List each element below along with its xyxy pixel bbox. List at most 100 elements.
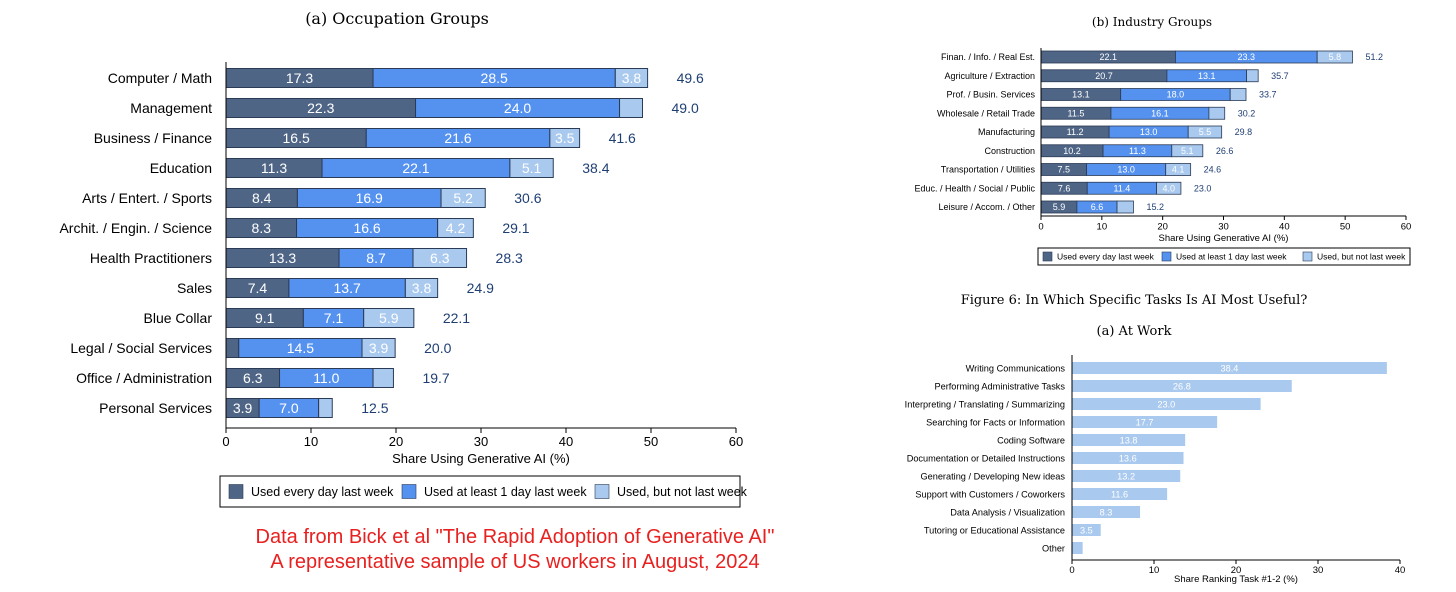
bar-segment-not-last-week	[1187, 125, 1223, 139]
segment-value-label: 8.4	[252, 190, 272, 206]
category-label: Computer / Math	[108, 70, 212, 86]
chart-title: (a) At Work	[1097, 324, 1172, 339]
segment-value-label: 17.3	[286, 70, 313, 86]
total-value-label: 20.0	[424, 340, 451, 356]
x-tick-label: 40	[1279, 222, 1290, 233]
x-tick-label: 50	[644, 434, 658, 449]
category-label: Performing Administrative Tasks	[934, 381, 1065, 391]
bar-segment-not-last-week	[412, 248, 468, 268]
category-label: Tutoring or Educational Assistance	[924, 525, 1065, 535]
total-value-label: 49.6	[677, 70, 704, 86]
legend-label: Used, but not last week	[617, 485, 748, 499]
total-value-label: 24.6	[1204, 165, 1222, 175]
source-note-line1: Data from Bick et al "The Rapid Adoption…	[255, 526, 775, 548]
segment-value-label: 16.9	[356, 190, 383, 206]
total-value-label: 29.1	[502, 220, 529, 236]
legend-label: Used, but not last week	[1317, 252, 1406, 262]
category-label: Support with Customers / Coworkers	[915, 489, 1065, 499]
category-label: Office / Administration	[76, 370, 212, 386]
total-value-label: 29.8	[1235, 127, 1253, 137]
x-tick-label: 30	[474, 434, 488, 449]
category-label: Generating / Developing New ideas	[920, 471, 1065, 481]
segment-value-label: 7.1	[324, 310, 344, 326]
bar-segment-not-last-week	[363, 308, 415, 328]
segment-value-label: 13.0	[1140, 127, 1158, 137]
category-label: Interpreting / Translating / Summarizing	[905, 399, 1065, 409]
x-tick-label: 20	[389, 434, 403, 449]
x-tick-label: 20	[1157, 222, 1168, 233]
x-tick-label: 10	[1149, 565, 1160, 576]
x-tick-label: 30	[1218, 222, 1229, 233]
segment-value-label: 28.5	[481, 70, 508, 86]
segment-value-label: 16.1	[1151, 108, 1169, 118]
x-axis-label: Share Using Generative AI (%)	[392, 451, 570, 466]
segment-value-label: 3.5	[555, 130, 575, 146]
category-label: Wholesale / Retail Trade	[937, 108, 1035, 118]
segment-value-label: 11.5	[1068, 108, 1085, 118]
total-value-label: 35.7	[1271, 71, 1289, 81]
segment-value-label: 3.8	[412, 280, 432, 296]
bar-segment-not-last-week	[619, 98, 643, 118]
source-note-line2: A representative sample of US workers in…	[270, 551, 760, 573]
bar-segment-not-last-week	[361, 338, 396, 358]
category-label: Sales	[177, 280, 212, 296]
segment-value-label: 16.6	[353, 220, 380, 236]
category-label: Archit. / Engin. / Science	[59, 220, 212, 236]
bar	[1072, 434, 1186, 446]
total-value-label: 22.1	[443, 310, 470, 326]
segment-value-label: 24.0	[504, 100, 531, 116]
x-axis-label: Share Ranking Task #1-2 (%)	[1174, 574, 1298, 585]
bar-segment-not-last-week	[404, 278, 439, 298]
segment-value-label: 6.6	[1091, 202, 1104, 212]
x-tick-label: 0	[222, 434, 229, 449]
segment-value-label: 13.1	[1198, 71, 1216, 81]
bar	[1072, 398, 1261, 410]
total-value-label: 41.6	[609, 130, 636, 146]
bar	[1072, 524, 1101, 536]
bar-segment-not-last-week	[1316, 50, 1353, 64]
figure6-title: Figure 6: In Which Specific Tasks Is AI …	[961, 293, 1308, 308]
bar-value-label: 13.6	[1119, 453, 1137, 463]
segment-value-label: 5.1	[522, 160, 542, 176]
segment-value-label: 7.4	[248, 280, 268, 296]
bar-segment-not-last-week	[549, 128, 581, 148]
category-label: Health Practitioners	[90, 250, 212, 266]
segment-value-label: 8.7	[366, 250, 386, 266]
bar-segment-not-last-week	[509, 158, 554, 178]
segment-value-label: 9.1	[255, 310, 275, 326]
x-tick-label: 20	[1231, 565, 1242, 576]
bar-value-label: 23.0	[1157, 399, 1175, 409]
segment-value-label: 5.1	[1181, 146, 1194, 156]
total-value-label: 49.0	[672, 100, 699, 116]
segment-value-label: 13.0	[1117, 165, 1135, 175]
segment-value-label: 4.0	[1162, 183, 1175, 193]
segment-value-label: 18.0	[1167, 90, 1185, 100]
legend-label: Used at least 1 day last week	[1176, 252, 1287, 262]
total-value-label: 33.7	[1259, 90, 1277, 100]
bar	[1072, 452, 1184, 464]
x-axis-label: Share Using Generative AI (%)	[1159, 233, 1289, 244]
total-value-label: 15.2	[1146, 202, 1164, 212]
total-value-label: 28.3	[496, 250, 523, 266]
bar-value-label: 17.7	[1136, 417, 1154, 427]
category-label: Education	[150, 160, 212, 176]
segment-value-label: 5.2	[453, 190, 473, 206]
total-value-label: 26.6	[1216, 146, 1234, 156]
bar	[1072, 488, 1168, 500]
segment-value-label: 13.3	[269, 250, 296, 266]
x-tick-label: 10	[304, 434, 318, 449]
bar-value-label: 38.4	[1220, 363, 1238, 373]
segment-value-label: 5.8	[1329, 52, 1342, 62]
legend-swatch-daily	[228, 484, 244, 499]
category-label: Finan. / Info. / Real Est.	[941, 52, 1035, 62]
segment-value-label: 21.6	[444, 130, 471, 146]
bar-segment-not-last-week	[437, 218, 474, 238]
x-tick-label: 50	[1340, 222, 1351, 233]
x-tick-label: 60	[729, 434, 743, 449]
bar-segment-not-last-week	[1116, 200, 1134, 214]
bar-segment-not-last-week	[440, 188, 486, 208]
segment-value-label: 14.5	[287, 340, 314, 356]
chart-title: (b) Industry Groups	[1092, 15, 1212, 29]
